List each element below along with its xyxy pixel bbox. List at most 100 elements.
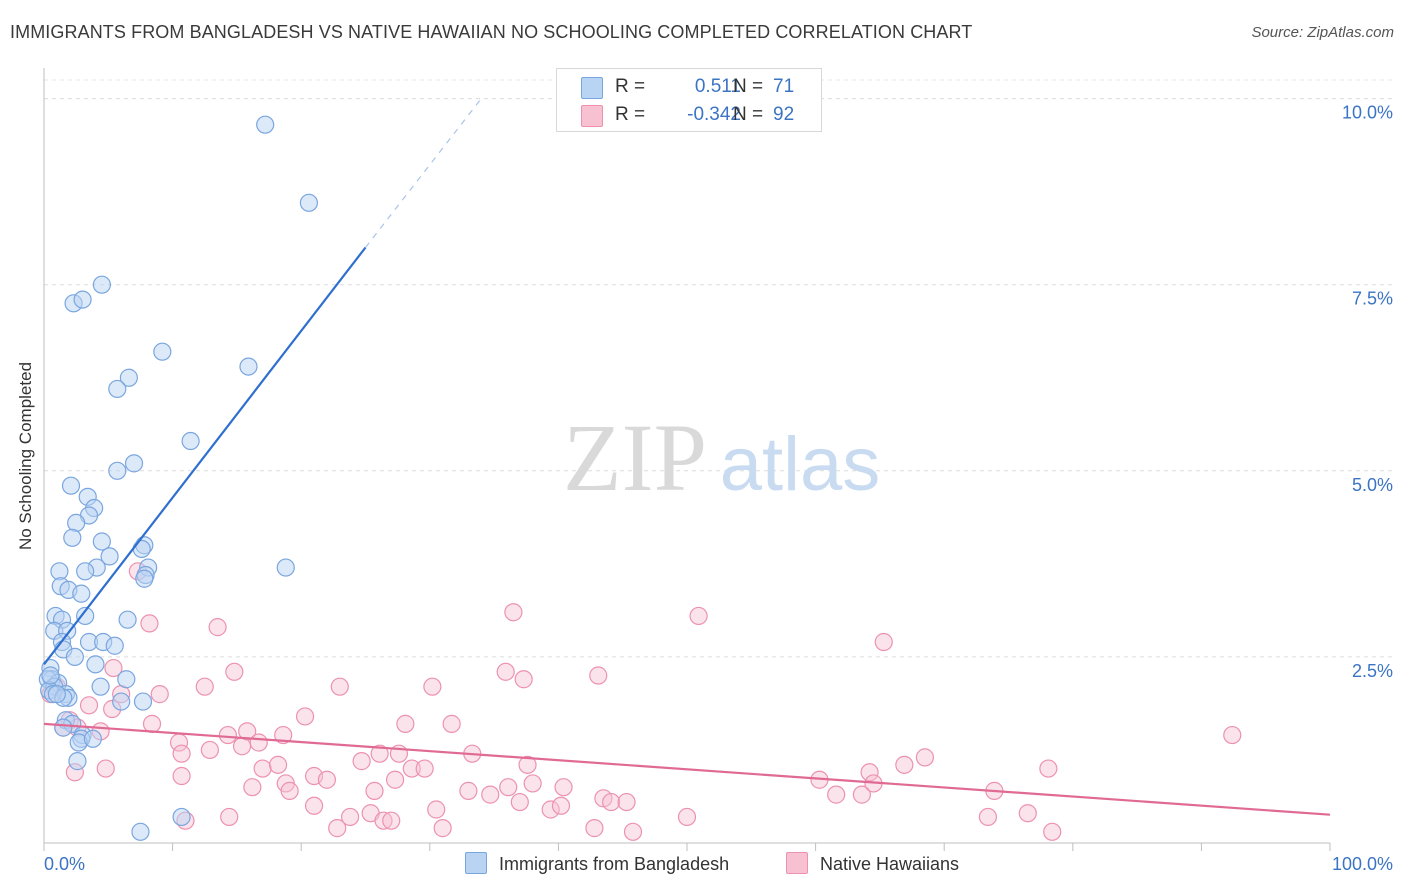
native-hawaiians-point <box>328 819 347 838</box>
native-hawaiians-point <box>459 781 478 800</box>
native-hawaiians-point <box>317 770 337 789</box>
bangladesh-point <box>63 528 82 547</box>
native-hawaiians-point <box>541 800 560 819</box>
native-hawaiians-point <box>208 618 227 637</box>
native-hawaiians-point <box>200 740 219 760</box>
native-hawaiians-point <box>915 748 935 767</box>
bangladesh-point <box>92 275 111 294</box>
native-hawaiians-point <box>585 819 604 838</box>
bangladesh-trend-extension <box>365 98 482 248</box>
y-axis-label-text: No Schooling Completed <box>16 361 35 551</box>
bangladesh-point <box>86 655 105 674</box>
bangladesh-point <box>119 368 138 387</box>
native-hawaiians-point <box>481 785 500 804</box>
native-hawaiians-point <box>442 714 461 733</box>
y-axis-label: No Schooling Completed <box>16 362 36 550</box>
native-hawaiians-point <box>218 725 237 745</box>
bangladesh-point <box>65 647 84 667</box>
bottom-legend-swatch-blue <box>465 852 487 874</box>
native-hawaiians-point <box>330 677 349 696</box>
native-hawaiians-point <box>1223 725 1242 745</box>
tick-labels: 2.5% 5.0% 7.5% 10.0% 0.0% 100.0% <box>44 103 1393 874</box>
legend-n-label: N = <box>733 104 764 125</box>
bangladesh-point <box>76 606 95 626</box>
native-hawaiians-point <box>295 707 315 726</box>
native-hawaiians-point <box>551 796 571 815</box>
native-hawaiians-point <box>874 632 893 652</box>
bangladesh-point <box>41 666 60 685</box>
native-hawaiians-point <box>496 662 515 681</box>
native-hawaiians-point <box>895 755 914 774</box>
native-hawaiians-point <box>589 666 608 685</box>
watermark-atlas: atlas <box>720 422 881 507</box>
native-hawaiians-point <box>220 807 239 827</box>
native-hawaiians-point <box>104 658 123 678</box>
native-hawaiians-point <box>523 774 542 793</box>
bangladesh-points <box>38 115 319 841</box>
bangladesh-point <box>172 807 191 827</box>
bangladesh-point <box>47 685 66 704</box>
native-hawaiians-point <box>510 792 529 812</box>
bangladesh-point <box>108 379 127 399</box>
bangladesh-point <box>153 342 172 361</box>
native-hawaiians-point <box>385 770 405 789</box>
legend-r-label: R = <box>615 76 646 97</box>
native-hawaiians-point <box>617 792 636 812</box>
bangladesh-point <box>131 822 150 841</box>
native-hawaiians-point <box>689 606 708 626</box>
native-hawaiians-point <box>352 752 371 771</box>
bangladesh-point <box>112 692 131 711</box>
native-hawaiians-point <box>243 778 262 797</box>
bangladesh-point <box>54 718 73 737</box>
legend-r-value: 0.511 <box>694 76 741 97</box>
native-hawaiians-points <box>41 562 1242 841</box>
native-hawaiians-point <box>427 800 446 819</box>
native-hawaiians-point <box>860 763 879 782</box>
bangladesh-point <box>256 115 275 134</box>
native-hawaiians-point <box>280 781 299 800</box>
native-hawaiians-point <box>423 677 442 696</box>
native-hawaiians-point <box>249 733 268 752</box>
native-hawaiians-point <box>374 811 393 830</box>
bangladesh-point <box>299 193 319 212</box>
bottom-legend-swatch-pink <box>786 852 808 874</box>
native-hawaiians-point <box>852 785 871 804</box>
native-hawaiians-point <box>304 796 324 815</box>
native-hawaiians-point <box>554 778 573 797</box>
native-hawaiians-point <box>402 759 421 778</box>
native-hawaiians-point <box>514 670 533 689</box>
legend-r-label: R = <box>615 104 646 125</box>
bangladesh-point <box>67 513 86 533</box>
native-hawaiians-point <box>172 766 191 786</box>
trend-lines <box>43 98 1331 816</box>
bangladesh-point <box>61 476 81 495</box>
native-hawaiians-point <box>499 778 518 797</box>
x-tick-label: 0.0% <box>44 854 85 874</box>
x-tick-label: 100.0% <box>1332 854 1393 874</box>
native-hawaiians-point <box>623 822 643 841</box>
native-hawaiians-point <box>677 807 697 827</box>
native-hawaiians-point <box>274 725 293 745</box>
bangladesh-point <box>124 454 144 473</box>
y-tick-label: 7.5% <box>1352 289 1393 309</box>
native-hawaiians-trend-line <box>43 722 1331 816</box>
bangladesh-point <box>91 677 110 696</box>
bangladesh-point <box>76 562 95 581</box>
native-hawaiians-point <box>827 785 846 804</box>
native-hawaiians-point <box>433 819 452 838</box>
bangladesh-point <box>132 539 151 559</box>
axes <box>43 68 1331 851</box>
source-label: Source: ZipAtlas.com <box>1251 24 1394 41</box>
bottom-legend-label: Native Hawaiians <box>820 854 960 874</box>
watermark-zip: ZIP <box>563 404 707 511</box>
native-hawaiians-point <box>382 811 401 830</box>
native-hawaiians-point <box>79 696 99 715</box>
native-hawaiians-point <box>172 744 191 763</box>
bangladesh-point <box>72 584 91 603</box>
bangladesh-point <box>239 357 258 376</box>
bottom-legend-bangladesh: Immigrants from Bangladesh <box>465 852 729 876</box>
native-hawaiians-point <box>96 759 115 778</box>
native-hawaiians-point <box>518 755 537 774</box>
bangladesh-point <box>73 290 92 309</box>
bottom-legend-native-hawaiians: Native Hawaiians <box>786 852 959 876</box>
